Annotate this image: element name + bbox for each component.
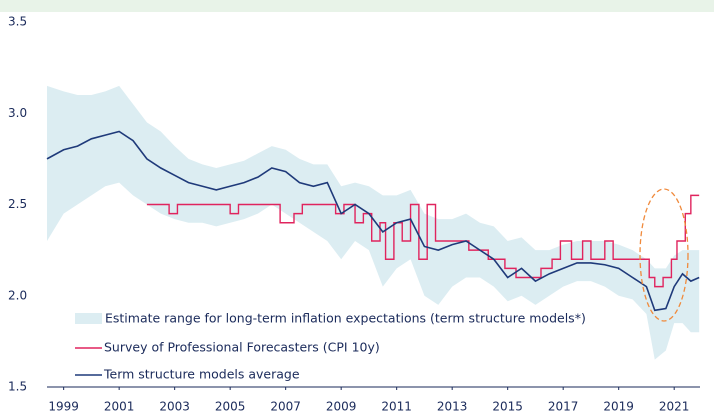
x-tick-label: 2017 [548,400,579,414]
x-tick-label: 2003 [159,400,190,414]
series-line [46,130,700,312]
legend-label: Survey of Professional Forecasters (CPI … [104,340,380,355]
legend-swatch [75,313,102,324]
y-tick-label: 2.5 [8,197,27,211]
highlight-ellipse [639,188,689,322]
x-tick-label: 2015 [492,400,523,414]
legend-label: Term structure models average [103,367,300,382]
x-tick-label: 1999 [48,400,79,414]
x-tick-label: 2005 [215,400,246,414]
series-line [146,194,700,288]
y-tick-label: 3.0 [8,106,27,120]
x-tick-label: 2007 [270,400,301,414]
header-band [0,0,714,12]
x-tick-label: 2009 [326,400,357,414]
x-tick-label: 2021 [659,400,690,414]
y-tick-label: 2.0 [8,288,27,302]
y-tick-label: 1.5 [8,380,27,394]
x-tick-label: 2019 [603,400,634,414]
plot-area: 1.5 2.0 2.5 3.0 3.5 1999 2001 2003 2005 2007 2009 2… [8,15,700,414]
legend-label: Estimate range for long-term inflation e… [105,311,586,326]
x-tick-label: 2013 [437,400,468,414]
x-tick-label: 2011 [381,400,412,414]
x-tick-label: 2001 [104,400,135,414]
range-band [47,85,700,360]
y-tick-label: 3.5 [8,15,27,29]
